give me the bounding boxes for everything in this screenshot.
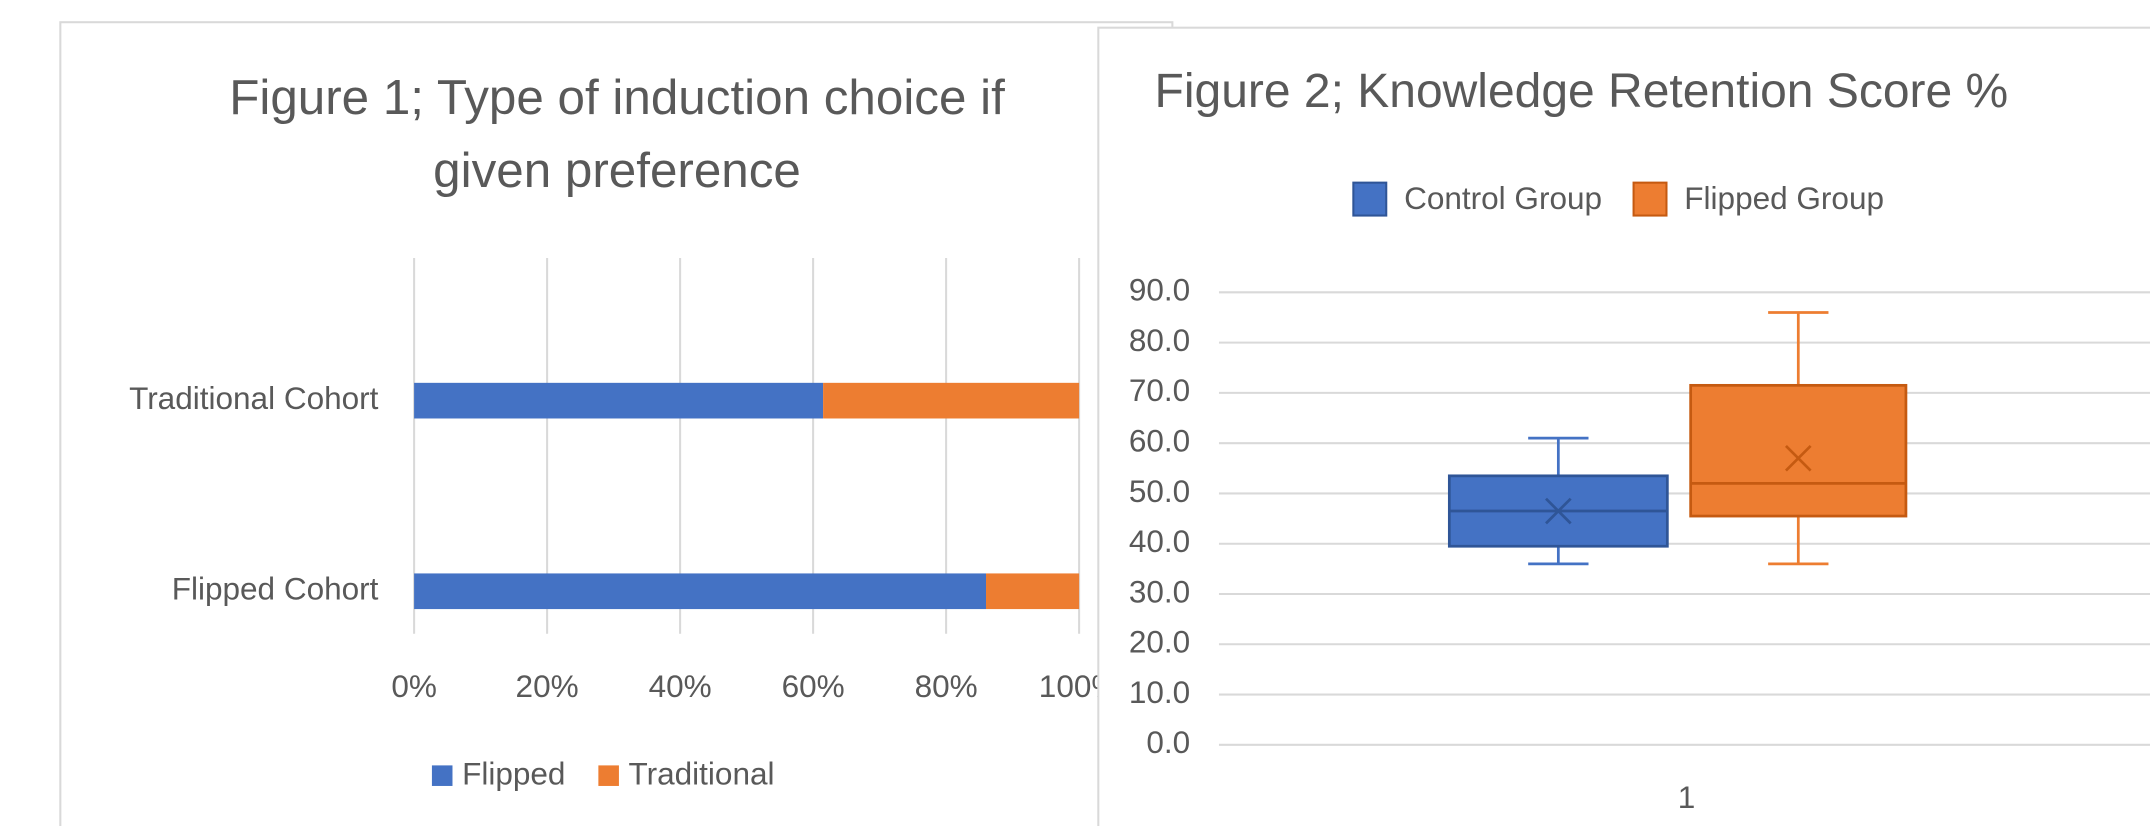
legend-label: Control Group bbox=[1404, 180, 1602, 216]
chart-area bbox=[59, 21, 1174, 826]
legend-label: Flipped bbox=[462, 756, 565, 792]
y-tick-label: Flipped Cohort bbox=[172, 571, 379, 607]
y-tick-label: Traditional Cohort bbox=[129, 380, 379, 416]
y-tick-label: 10.0 bbox=[1129, 674, 1190, 710]
title-box: Figure 2; Knowledge Retention Score % bbox=[1154, 64, 2009, 119]
mean-marker bbox=[1545, 497, 1572, 525]
legend-swatch bbox=[1632, 181, 1668, 217]
bar-segment bbox=[823, 382, 1080, 419]
x-tick-label: 1 bbox=[1678, 779, 1696, 815]
y-tick-label: 80.0 bbox=[1129, 322, 1190, 358]
y-tick-label: 20.0 bbox=[1129, 624, 1190, 660]
legend-swatch bbox=[598, 765, 619, 786]
legend-swatch bbox=[431, 765, 453, 786]
bar-segment bbox=[414, 573, 987, 610]
box bbox=[1689, 383, 1908, 518]
figure-1: Figure 1; Type of induction choice if gi… bbox=[59, 21, 1174, 826]
y-tick-label: 0.0 bbox=[1146, 724, 1190, 760]
y-tick-label: 50.0 bbox=[1129, 473, 1190, 509]
figure-2: Figure 2; Knowledge Retention Score % 0.… bbox=[1097, 26, 2150, 826]
mean-marker bbox=[1784, 444, 1812, 472]
x-tick-label: 60% bbox=[782, 668, 845, 704]
y-tick-label: 30.0 bbox=[1129, 573, 1190, 609]
legend-swatch bbox=[1352, 181, 1388, 217]
y-tick-label: 40.0 bbox=[1129, 523, 1190, 559]
legend-label: Traditional bbox=[629, 756, 775, 792]
chart-area bbox=[1097, 26, 2150, 826]
chart-title: Figure 2; Knowledge Retention Score % bbox=[1154, 64, 2009, 119]
chart-title: Figure 1; Type of induction choice if gi… bbox=[229, 68, 1005, 198]
bar-segment bbox=[986, 573, 1080, 610]
x-tick-label: 20% bbox=[516, 668, 579, 704]
x-tick-label: 80% bbox=[915, 668, 978, 704]
x-tick-label: 40% bbox=[649, 668, 712, 704]
y-tick-label: 90.0 bbox=[1129, 272, 1190, 308]
y-tick-label: 60.0 bbox=[1129, 422, 1190, 458]
title-box: Figure 1; Type of induction choice if gi… bbox=[229, 68, 1005, 198]
y-tick-label: 70.0 bbox=[1129, 372, 1190, 408]
x-tick-label: 0% bbox=[391, 668, 437, 704]
bar-segment bbox=[414, 382, 824, 419]
legend-label: Flipped Group bbox=[1684, 180, 1884, 216]
